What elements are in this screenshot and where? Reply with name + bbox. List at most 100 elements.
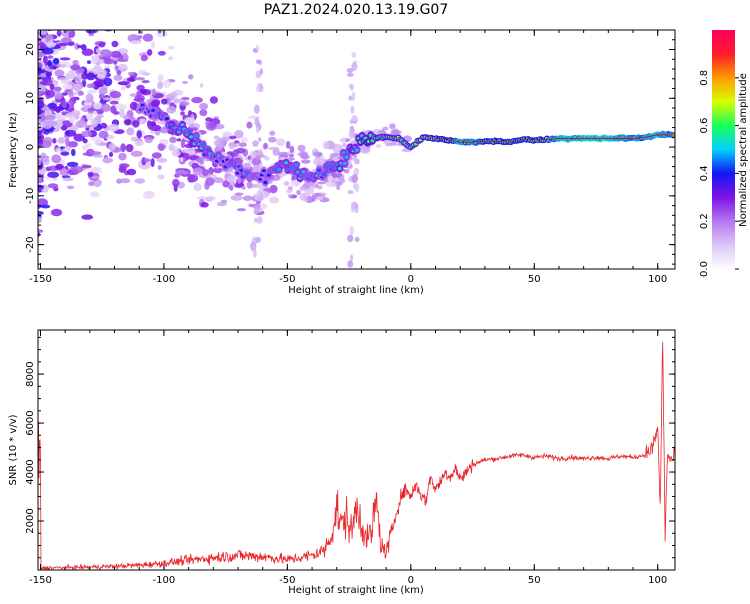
spectrogram-cell <box>71 166 83 173</box>
spectrogram-cell <box>86 73 95 81</box>
spectrogram-cell <box>301 159 311 163</box>
spectrogram-cell <box>143 34 153 42</box>
spectrogram-cell <box>296 190 301 195</box>
spectrogram-cell <box>289 154 294 158</box>
spectrogram-cell <box>284 181 290 186</box>
spectrogram-cell <box>88 172 94 177</box>
spectrogram-cell <box>145 137 153 143</box>
spectrogram-cell <box>351 116 358 122</box>
spectrogram-cell <box>351 106 355 114</box>
spectrogram-cell <box>290 146 295 153</box>
spectrogram-cell <box>263 181 267 184</box>
spectrogram-cell <box>134 77 145 80</box>
spectrogram-cell <box>46 120 58 126</box>
spectrogram-cell <box>121 87 126 91</box>
spectrogram-cell <box>41 205 51 209</box>
x-tick-label: 100 <box>648 274 667 285</box>
spectrogram-cell <box>276 138 285 146</box>
spectrogram-cell <box>62 84 72 90</box>
spectrogram-cell <box>142 80 150 83</box>
colorbar: 0.00.20.40.60.8 Normalized spectral ampl… <box>699 30 749 277</box>
x-tick-label: -50 <box>279 274 295 285</box>
spectrogram-cell <box>348 96 352 101</box>
spectrogram-cell <box>140 89 148 94</box>
spectrogram-cell <box>269 131 275 136</box>
spectrogram-cell <box>152 152 162 158</box>
x-tick-label: -150 <box>29 274 52 285</box>
spectrogram-cell <box>120 178 130 183</box>
spectrogram-cell <box>130 40 141 44</box>
spectrogram-cell <box>323 141 329 149</box>
spectrogram-cell <box>87 60 91 64</box>
spectrogram-cell <box>57 77 68 80</box>
spectrogram-cell <box>140 118 147 123</box>
spectrogram-cell <box>229 142 236 150</box>
spectrogram-cell <box>64 89 70 92</box>
spectrogram-cell <box>347 235 353 242</box>
colorbar-tick-label: 0.0 <box>699 261 710 277</box>
spectrogram-cell <box>158 165 162 170</box>
spectrogram-cell <box>37 11 41 14</box>
spectrogram-cell <box>193 167 204 175</box>
spectrogram-cell <box>52 138 56 144</box>
spectrogram-cell <box>39 42 45 46</box>
spectrogram-cell <box>199 103 208 110</box>
spectrogram-cell <box>341 137 346 143</box>
spectrogram-cell <box>39 0 45 2</box>
spectrogram-cell <box>87 17 95 25</box>
spectrogram-cell <box>181 171 189 174</box>
spectrogram-cell <box>172 150 181 157</box>
spectrogram-cell <box>62 100 67 108</box>
spectrogram-cell <box>141 55 148 62</box>
spectrogram-cell <box>256 127 259 133</box>
spectrogram-cell <box>256 45 260 51</box>
spectrogram-cell <box>62 178 74 182</box>
spectrogram-cell <box>76 0 87 3</box>
spectrogram-cell <box>350 84 354 90</box>
spectrogram-cell <box>188 174 198 182</box>
spectrogram-cell <box>256 59 261 64</box>
spectrogram-cell <box>188 74 193 79</box>
spectrogram-cell <box>93 21 105 27</box>
spectrogram-cell <box>83 17 89 23</box>
spectrogram-cell <box>383 127 389 131</box>
spectrogram-cell <box>59 64 66 67</box>
spectrogram-cell <box>349 130 354 140</box>
spectrogram-cell <box>202 169 209 176</box>
spectrogram-cell <box>58 12 67 16</box>
spectrogram-cell <box>199 109 207 116</box>
spectrogram-cell <box>60 57 71 60</box>
spectrogram-cell <box>57 30 62 37</box>
spectrogram-cell <box>187 130 191 133</box>
spectrogram-cell <box>191 97 203 103</box>
spectrogram-cell <box>48 183 58 188</box>
spectrogram-cell <box>272 186 277 191</box>
spectrogram-cell <box>158 51 166 56</box>
spectrogram-cell <box>348 190 354 194</box>
spectrogram-cell <box>82 165 92 169</box>
spectrogram-cell <box>43 55 48 63</box>
spectrogram-cell <box>35 109 43 114</box>
spectrogram-cell <box>177 138 182 141</box>
spectrogram-cell <box>326 182 337 187</box>
spectrogram-cell <box>68 22 76 27</box>
spectrogram-cell <box>210 96 218 103</box>
spectrogram-cell <box>239 143 247 148</box>
spectrogram-cell <box>338 167 342 170</box>
spectrogram-cell <box>65 130 77 137</box>
spectrogram-cell <box>161 98 168 104</box>
spectrogram-cell <box>298 145 306 152</box>
y-tick-label: 4000 <box>25 459 36 484</box>
spectrogram-cell <box>168 56 173 60</box>
spectrogram-cell <box>81 131 92 137</box>
spectrogram-cell <box>47 3 55 9</box>
spectrogram-cell <box>97 74 106 79</box>
spectrogram-cell <box>213 177 223 183</box>
spectrogram-cell <box>135 178 146 183</box>
spectrogram-cell <box>350 226 354 236</box>
spectrogram-cell <box>260 68 263 74</box>
spectrogram-cell <box>322 173 326 176</box>
y-tick-label: -10 <box>25 188 36 204</box>
spectrogram-cell <box>258 137 261 141</box>
spectrogram-cell <box>54 87 62 92</box>
